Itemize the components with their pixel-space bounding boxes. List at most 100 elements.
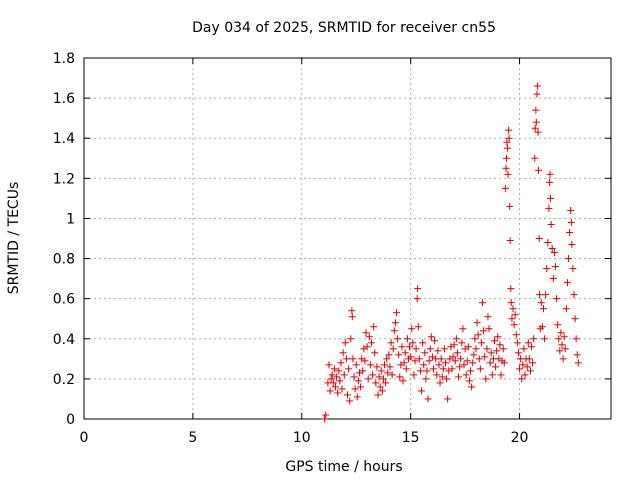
data-point [546, 170, 554, 178]
x-tick-label: 5 [188, 430, 197, 446]
data-point [394, 335, 402, 343]
data-point [353, 393, 361, 401]
data-point [513, 339, 521, 347]
data-point [391, 319, 399, 327]
data-points [321, 82, 582, 423]
data-point [411, 357, 419, 365]
data-point [435, 361, 443, 369]
data-point [419, 339, 427, 347]
data-point [468, 383, 476, 391]
data-point [497, 371, 505, 379]
data-point [384, 369, 392, 377]
data-point [415, 355, 423, 363]
data-point [433, 371, 441, 379]
data-point [396, 373, 404, 381]
data-point [458, 339, 466, 347]
data-point [509, 305, 517, 313]
data-point [366, 361, 374, 369]
data-point [554, 321, 562, 329]
data-point [327, 375, 335, 383]
data-point [573, 351, 581, 359]
data-point [569, 265, 577, 273]
data-point [463, 357, 471, 365]
data-point [504, 170, 512, 178]
data-point [399, 377, 407, 385]
data-point [499, 345, 507, 353]
data-point [401, 349, 409, 357]
data-point [514, 349, 522, 357]
data-point [543, 265, 551, 273]
data-point [421, 349, 429, 357]
data-point [528, 343, 536, 351]
data-point [330, 365, 338, 373]
data-point [503, 138, 511, 146]
data-point [556, 347, 564, 355]
data-point [383, 355, 391, 363]
data-point [508, 315, 516, 323]
data-point [572, 335, 580, 343]
data-point [407, 353, 415, 361]
data-point [456, 363, 464, 371]
data-point [339, 349, 347, 357]
data-point [494, 333, 502, 341]
data-point [345, 365, 353, 373]
data-point [373, 363, 381, 371]
y-tick-label: 1 [66, 211, 75, 227]
data-point [413, 295, 421, 303]
data-point [507, 285, 515, 293]
data-point [542, 291, 550, 299]
data-point [475, 355, 483, 363]
data-point [529, 359, 537, 367]
data-point [322, 411, 330, 419]
data-point [408, 325, 416, 333]
data-point [567, 206, 575, 214]
data-point [414, 285, 422, 293]
y-tick-label: 0.8 [53, 252, 75, 268]
data-point [500, 359, 508, 367]
data-point [342, 355, 350, 363]
axis-ticks: 0 0.2 0.4 0.6 0.8 1 1.2 1.4 1.6 1.8 0 5 10 15 20 [53, 51, 611, 446]
data-point [471, 335, 479, 343]
y-tick-label: 1.6 [53, 91, 75, 107]
data-point [487, 349, 495, 357]
data-point [470, 351, 478, 359]
data-point [546, 178, 554, 186]
data-point [452, 335, 460, 343]
data-point [534, 128, 542, 136]
data-point [485, 325, 493, 333]
data-point [420, 361, 428, 369]
data-point [370, 323, 378, 331]
data-point [423, 367, 431, 375]
data-point [519, 361, 527, 369]
data-point [363, 343, 371, 351]
y-tick-label: 0.6 [53, 292, 75, 308]
data-point [490, 337, 498, 345]
data-point [395, 351, 403, 359]
data-point [402, 365, 410, 373]
data-point [512, 331, 520, 339]
data-point [537, 299, 545, 307]
data-point [388, 371, 396, 379]
data-point [444, 395, 452, 403]
data-point [448, 365, 456, 373]
data-point [532, 118, 540, 126]
data-point [357, 383, 365, 391]
data-point [371, 349, 379, 357]
data-point [369, 371, 377, 379]
data-point [526, 367, 534, 375]
data-point [549, 275, 557, 283]
data-point [533, 82, 541, 90]
data-point [338, 385, 346, 393]
data-point [505, 134, 513, 142]
data-point [328, 371, 336, 379]
data-point [382, 379, 390, 387]
data-point [547, 220, 555, 228]
data-point [398, 343, 406, 351]
data-point [559, 355, 567, 363]
data-point [464, 343, 472, 351]
data-point [457, 355, 465, 363]
data-point [482, 375, 490, 383]
data-point [538, 323, 546, 331]
data-point [406, 343, 414, 351]
